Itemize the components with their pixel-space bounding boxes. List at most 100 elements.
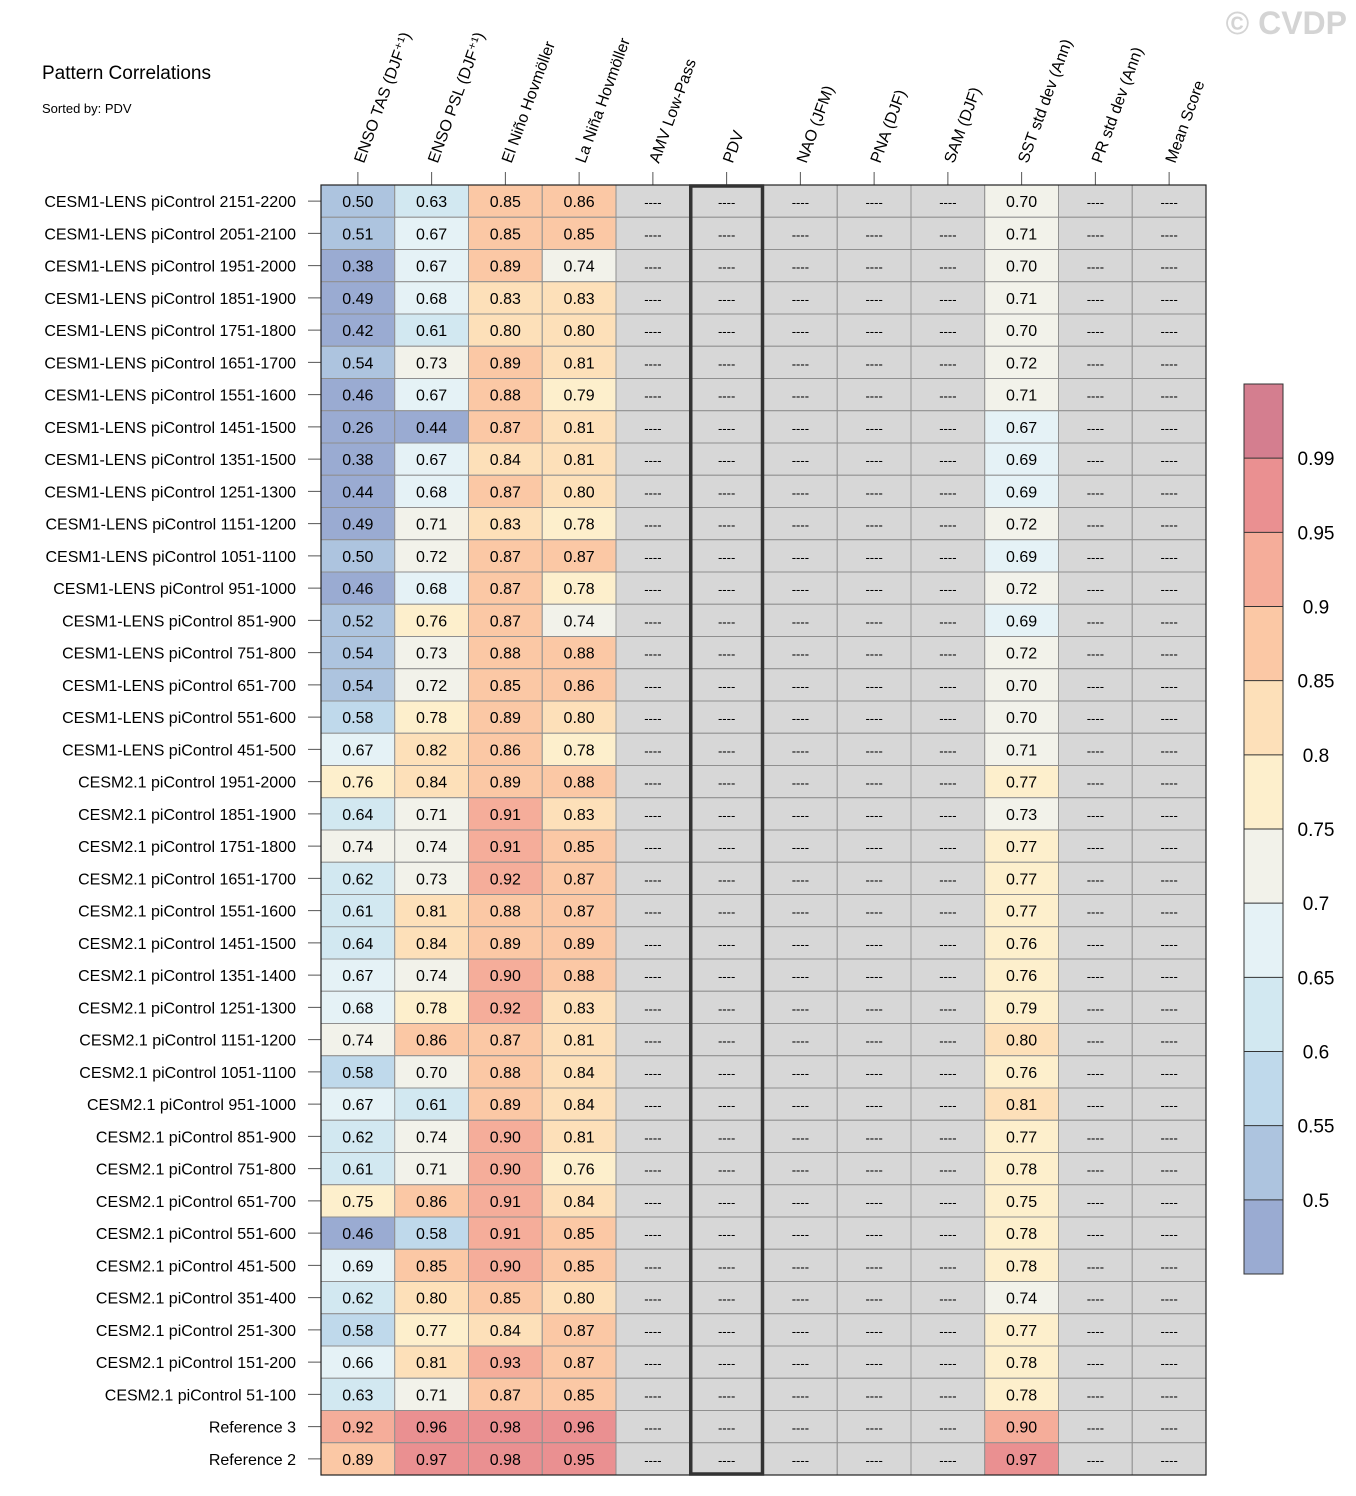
cell-value-label: ---- bbox=[865, 1001, 882, 1016]
cell-value-label: ---- bbox=[718, 969, 735, 984]
cell-value-label: 0.87 bbox=[564, 1355, 595, 1372]
heatmap-cell bbox=[763, 378, 838, 412]
cell-value-label: 0.84 bbox=[416, 936, 447, 953]
column-header-pna-djf: PNA (DJF) bbox=[868, 88, 910, 166]
cell-value-label: ---- bbox=[792, 1130, 809, 1145]
heatmap-cell bbox=[1131, 1410, 1207, 1444]
cell-value-label: 0.58 bbox=[342, 710, 373, 727]
colorbar-label: 0.6 bbox=[1303, 1043, 1329, 1064]
colorbar-label: 0.55 bbox=[1298, 1117, 1335, 1138]
cell-value-label: ---- bbox=[718, 1292, 735, 1307]
cell-value-label: ---- bbox=[865, 872, 882, 887]
cell-value-label: ---- bbox=[792, 1421, 809, 1436]
heatmap-cell bbox=[689, 797, 764, 831]
cell-value-label: 0.63 bbox=[416, 194, 447, 211]
heatmap-cell bbox=[1058, 829, 1133, 863]
cell-value-label: ---- bbox=[792, 324, 809, 339]
heatmap-cell bbox=[320, 1248, 396, 1282]
cell-value-label: 0.74 bbox=[564, 259, 595, 276]
heatmap-cell bbox=[541, 442, 617, 476]
cell-value-label: ---- bbox=[1087, 1001, 1104, 1016]
cell-value-label: ---- bbox=[718, 582, 735, 597]
cell-value-label: ---- bbox=[718, 905, 735, 920]
row-label: CESM1-LENS piControl 1351-1500 bbox=[44, 452, 296, 469]
cell-value-label: ---- bbox=[718, 1066, 735, 1081]
heatmap-cell bbox=[468, 990, 543, 1024]
cell-value-label: ---- bbox=[792, 1292, 809, 1307]
heatmap-cell bbox=[394, 442, 469, 476]
row-label: CESM1-LENS piControl 1951-2000 bbox=[44, 259, 296, 276]
cell-value-label: 0.78 bbox=[564, 742, 595, 759]
cell-value-label: ---- bbox=[939, 1421, 956, 1436]
cell-value-label: 0.79 bbox=[1006, 1000, 1037, 1017]
cell-value-label: 0.63 bbox=[342, 1387, 373, 1404]
heatmap-cell bbox=[394, 958, 469, 992]
heatmap-cell bbox=[689, 1345, 764, 1379]
cell-value-label: ---- bbox=[792, 1356, 809, 1371]
heatmap-cell bbox=[615, 1216, 691, 1250]
heatmap-cell bbox=[541, 184, 617, 218]
heatmap-cell bbox=[468, 926, 543, 960]
cell-value-label: ---- bbox=[939, 1292, 956, 1307]
heatmap-cell bbox=[320, 1087, 396, 1121]
heatmap-cell bbox=[615, 216, 691, 250]
cell-value-label: ---- bbox=[718, 1098, 735, 1113]
cell-value-label: 0.70 bbox=[1006, 194, 1037, 211]
cell-value-label: ---- bbox=[1087, 389, 1104, 404]
heatmap-cell bbox=[468, 958, 543, 992]
cell-value-label: 0.70 bbox=[1006, 323, 1037, 340]
cell-value-label: ---- bbox=[718, 808, 735, 823]
cell-value-label: ---- bbox=[644, 421, 661, 436]
cell-value-label: ---- bbox=[865, 550, 882, 565]
heatmap-cell bbox=[763, 700, 838, 734]
cell-value-label: 0.73 bbox=[416, 871, 447, 888]
colorbar-label: 0.99 bbox=[1298, 449, 1335, 470]
heatmap-cell bbox=[615, 668, 691, 702]
heatmap-cell bbox=[763, 1184, 838, 1218]
cell-value-label: ---- bbox=[1160, 1163, 1177, 1178]
cell-value-label: ---- bbox=[718, 872, 735, 887]
cell-value-label: ---- bbox=[792, 808, 809, 823]
heatmap-cell bbox=[320, 1313, 396, 1347]
heatmap-cell bbox=[1131, 1442, 1207, 1476]
heatmap-cell bbox=[468, 1377, 543, 1411]
cell-value-label: ---- bbox=[1087, 1356, 1104, 1371]
cell-value-label: ---- bbox=[939, 647, 956, 662]
cell-value-label: ---- bbox=[939, 195, 956, 210]
cell-value-label: 0.46 bbox=[342, 388, 373, 405]
heatmap-cell bbox=[1131, 958, 1207, 992]
cell-value-label: ---- bbox=[718, 679, 735, 694]
cell-value-label: ---- bbox=[718, 743, 735, 758]
highlighted-column-box bbox=[689, 184, 765, 1476]
heatmap-cell bbox=[320, 1216, 396, 1250]
cell-value-label: ---- bbox=[644, 905, 661, 920]
cell-value-label: ---- bbox=[865, 1453, 882, 1468]
heatmap-cell bbox=[468, 281, 543, 315]
heatmap-cell bbox=[615, 894, 691, 928]
cell-value-label: ---- bbox=[644, 743, 661, 758]
cell-value-label: ---- bbox=[1087, 1163, 1104, 1178]
heatmap-cell bbox=[1058, 184, 1133, 218]
cell-value-label: ---- bbox=[792, 1453, 809, 1468]
cell-value-label: 0.93 bbox=[490, 1355, 521, 1372]
cell-value-label: ---- bbox=[1087, 1259, 1104, 1274]
heatmap-cell bbox=[320, 732, 396, 766]
cell-value-label: ---- bbox=[939, 550, 956, 565]
cell-value-label: 0.96 bbox=[564, 1420, 595, 1437]
heatmap-cell bbox=[394, 539, 469, 573]
heatmap-cell bbox=[910, 184, 986, 218]
cell-value-label: ---- bbox=[718, 1001, 735, 1016]
cell-value-label: ---- bbox=[939, 453, 956, 468]
heatmap-cell bbox=[615, 1023, 691, 1057]
heatmap-cell bbox=[910, 313, 986, 347]
colorbar: 0.5 0.55 0.6 0.65 0.7 0.75 0.8 0.85 0.9 0.95 0.99 bbox=[1243, 383, 1335, 1275]
cell-value-label: 0.85 bbox=[490, 226, 521, 243]
cell-value-label: ---- bbox=[792, 1066, 809, 1081]
cell-value-label: ---- bbox=[792, 550, 809, 565]
heatmap-cell bbox=[468, 1216, 543, 1250]
cell-value-label: ---- bbox=[792, 260, 809, 275]
cell-value-label: 0.95 bbox=[564, 1452, 595, 1469]
cell-value-label: ---- bbox=[644, 1324, 661, 1339]
heatmap-cell bbox=[984, 249, 1059, 283]
cell-value-label: 0.85 bbox=[564, 1226, 595, 1243]
